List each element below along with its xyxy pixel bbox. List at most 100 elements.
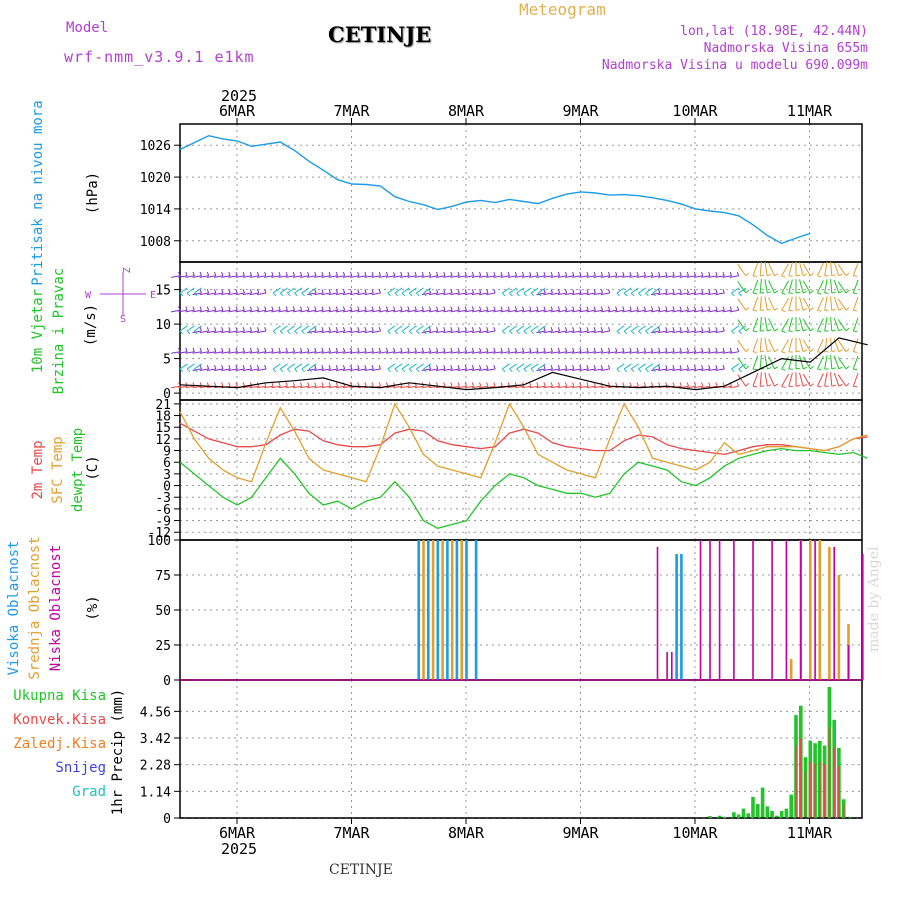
wind-barb-flag bbox=[507, 306, 510, 311]
precip-bar bbox=[833, 747, 835, 818]
wind-barb-flag bbox=[378, 347, 382, 352]
wind-barb-flag bbox=[715, 365, 718, 370]
wind-barb bbox=[471, 368, 481, 371]
wind-barb bbox=[615, 351, 625, 354]
wind-barb bbox=[423, 325, 432, 332]
wind-barb bbox=[457, 292, 467, 296]
wind-barb-flag bbox=[615, 347, 618, 352]
wind-barb bbox=[586, 385, 596, 389]
wind-barb-flag bbox=[342, 365, 346, 370]
wind-barb-flag bbox=[206, 306, 210, 311]
wind-barb-flag bbox=[586, 306, 589, 311]
wind-barb-flag bbox=[738, 368, 742, 373]
wind-barb-flag bbox=[493, 382, 496, 387]
wind-barb-flag bbox=[607, 365, 611, 370]
wind-barb-flag bbox=[795, 274, 800, 277]
wind-barb-flag bbox=[342, 306, 346, 311]
wind-barb bbox=[529, 351, 539, 354]
wind-barb-flag bbox=[557, 289, 561, 294]
wind-barb-flag bbox=[387, 292, 391, 297]
bottom-day-label: 7MAR bbox=[333, 824, 370, 842]
wind-barb bbox=[579, 292, 589, 296]
wind-barb bbox=[301, 325, 310, 332]
wind-barb bbox=[623, 363, 632, 370]
wind-barb-flag bbox=[278, 347, 281, 352]
wind-barb-flag bbox=[831, 329, 836, 332]
wind-barb-flag bbox=[817, 368, 822, 371]
wind-barb bbox=[314, 292, 324, 296]
y-tick-label: 4.56 bbox=[140, 705, 171, 720]
wind-barb-flag bbox=[615, 382, 618, 387]
wind-barb-flag bbox=[752, 275, 757, 277]
wind-barb bbox=[428, 292, 438, 296]
wind-barb bbox=[837, 357, 847, 370]
wind-barb-flag bbox=[378, 327, 382, 332]
wind-barb-flag bbox=[436, 327, 439, 332]
wind-barb bbox=[186, 287, 195, 294]
wind-barb bbox=[579, 351, 589, 354]
wind-barb-flag bbox=[443, 306, 446, 311]
wind-barb bbox=[414, 275, 424, 278]
y-tick-label: 6 bbox=[163, 456, 171, 471]
wind-barb bbox=[371, 309, 381, 313]
wind-barb bbox=[502, 325, 510, 332]
wind-barb bbox=[737, 339, 747, 352]
wind-barb bbox=[650, 292, 660, 296]
wind-barb-flag bbox=[235, 365, 238, 370]
wind-barb bbox=[593, 275, 603, 278]
wind-barb-flag bbox=[401, 292, 406, 297]
wind-barb-flag bbox=[364, 327, 367, 332]
wind-barb bbox=[394, 363, 403, 370]
wind-barb-flag bbox=[457, 382, 460, 387]
compass-west: W bbox=[85, 290, 92, 301]
wind-barb bbox=[249, 330, 259, 334]
wind-barb bbox=[686, 292, 696, 296]
wind-barb-flag bbox=[507, 271, 510, 276]
wind-barb-flag bbox=[242, 347, 245, 352]
wind-barb-flag bbox=[586, 271, 589, 276]
y-tick-label: 50 bbox=[155, 604, 171, 619]
wind-barb bbox=[214, 275, 224, 278]
wind-barb-flag bbox=[416, 292, 420, 297]
wind-speed-line bbox=[179, 337, 868, 391]
wind-barb bbox=[471, 330, 481, 334]
wind-barb bbox=[623, 325, 632, 332]
elevation-text: Nadmorska Visina 655m bbox=[703, 41, 868, 56]
lonlat-text: lon,lat (18.98E, 42.44N) bbox=[680, 24, 868, 39]
wind-barb bbox=[514, 385, 524, 389]
wind-barb bbox=[249, 275, 259, 278]
wind-barb bbox=[708, 330, 718, 334]
wind-barb bbox=[321, 309, 331, 313]
wind-barb bbox=[479, 351, 489, 354]
wind-barb-flag bbox=[557, 365, 561, 370]
wind-barb bbox=[607, 309, 618, 313]
wind-barb-flag bbox=[586, 347, 589, 352]
wind-barb-flag bbox=[328, 289, 331, 294]
wind-barb-flag bbox=[450, 289, 453, 294]
wind-barb-flag bbox=[292, 271, 296, 276]
wind-barb-flag bbox=[371, 306, 374, 311]
wind-barb bbox=[643, 351, 653, 354]
wind-barb-flag bbox=[845, 348, 850, 353]
wind-barb-flag bbox=[622, 306, 625, 311]
compass-east: E bbox=[150, 290, 156, 301]
wind-barb bbox=[600, 330, 610, 334]
wind-barb bbox=[443, 309, 453, 313]
wind-barb bbox=[278, 385, 288, 389]
wind-barb-flag bbox=[279, 330, 284, 335]
precip-bar bbox=[751, 796, 755, 818]
wind-barb-flag bbox=[500, 347, 503, 352]
wind-barb-flag bbox=[199, 347, 202, 352]
wind-barb-flag bbox=[335, 347, 339, 352]
wind-barb-flag bbox=[393, 306, 396, 311]
precip-bar bbox=[828, 726, 831, 818]
wind-barb-flag bbox=[249, 347, 253, 352]
wind-barb-flag bbox=[529, 347, 532, 352]
wind-barb bbox=[586, 309, 596, 313]
wind-barb-flag bbox=[845, 289, 850, 294]
wind-barb-flag bbox=[738, 292, 742, 297]
wind-barb-flag bbox=[443, 289, 446, 294]
y-tick-label: 0 bbox=[163, 812, 171, 827]
wind-barb bbox=[300, 309, 310, 313]
wind-barb-flag bbox=[853, 385, 858, 388]
